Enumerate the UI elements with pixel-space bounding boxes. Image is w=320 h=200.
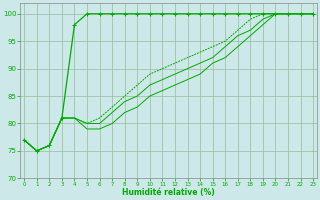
X-axis label: Humidité relative (%): Humidité relative (%): [122, 188, 215, 197]
